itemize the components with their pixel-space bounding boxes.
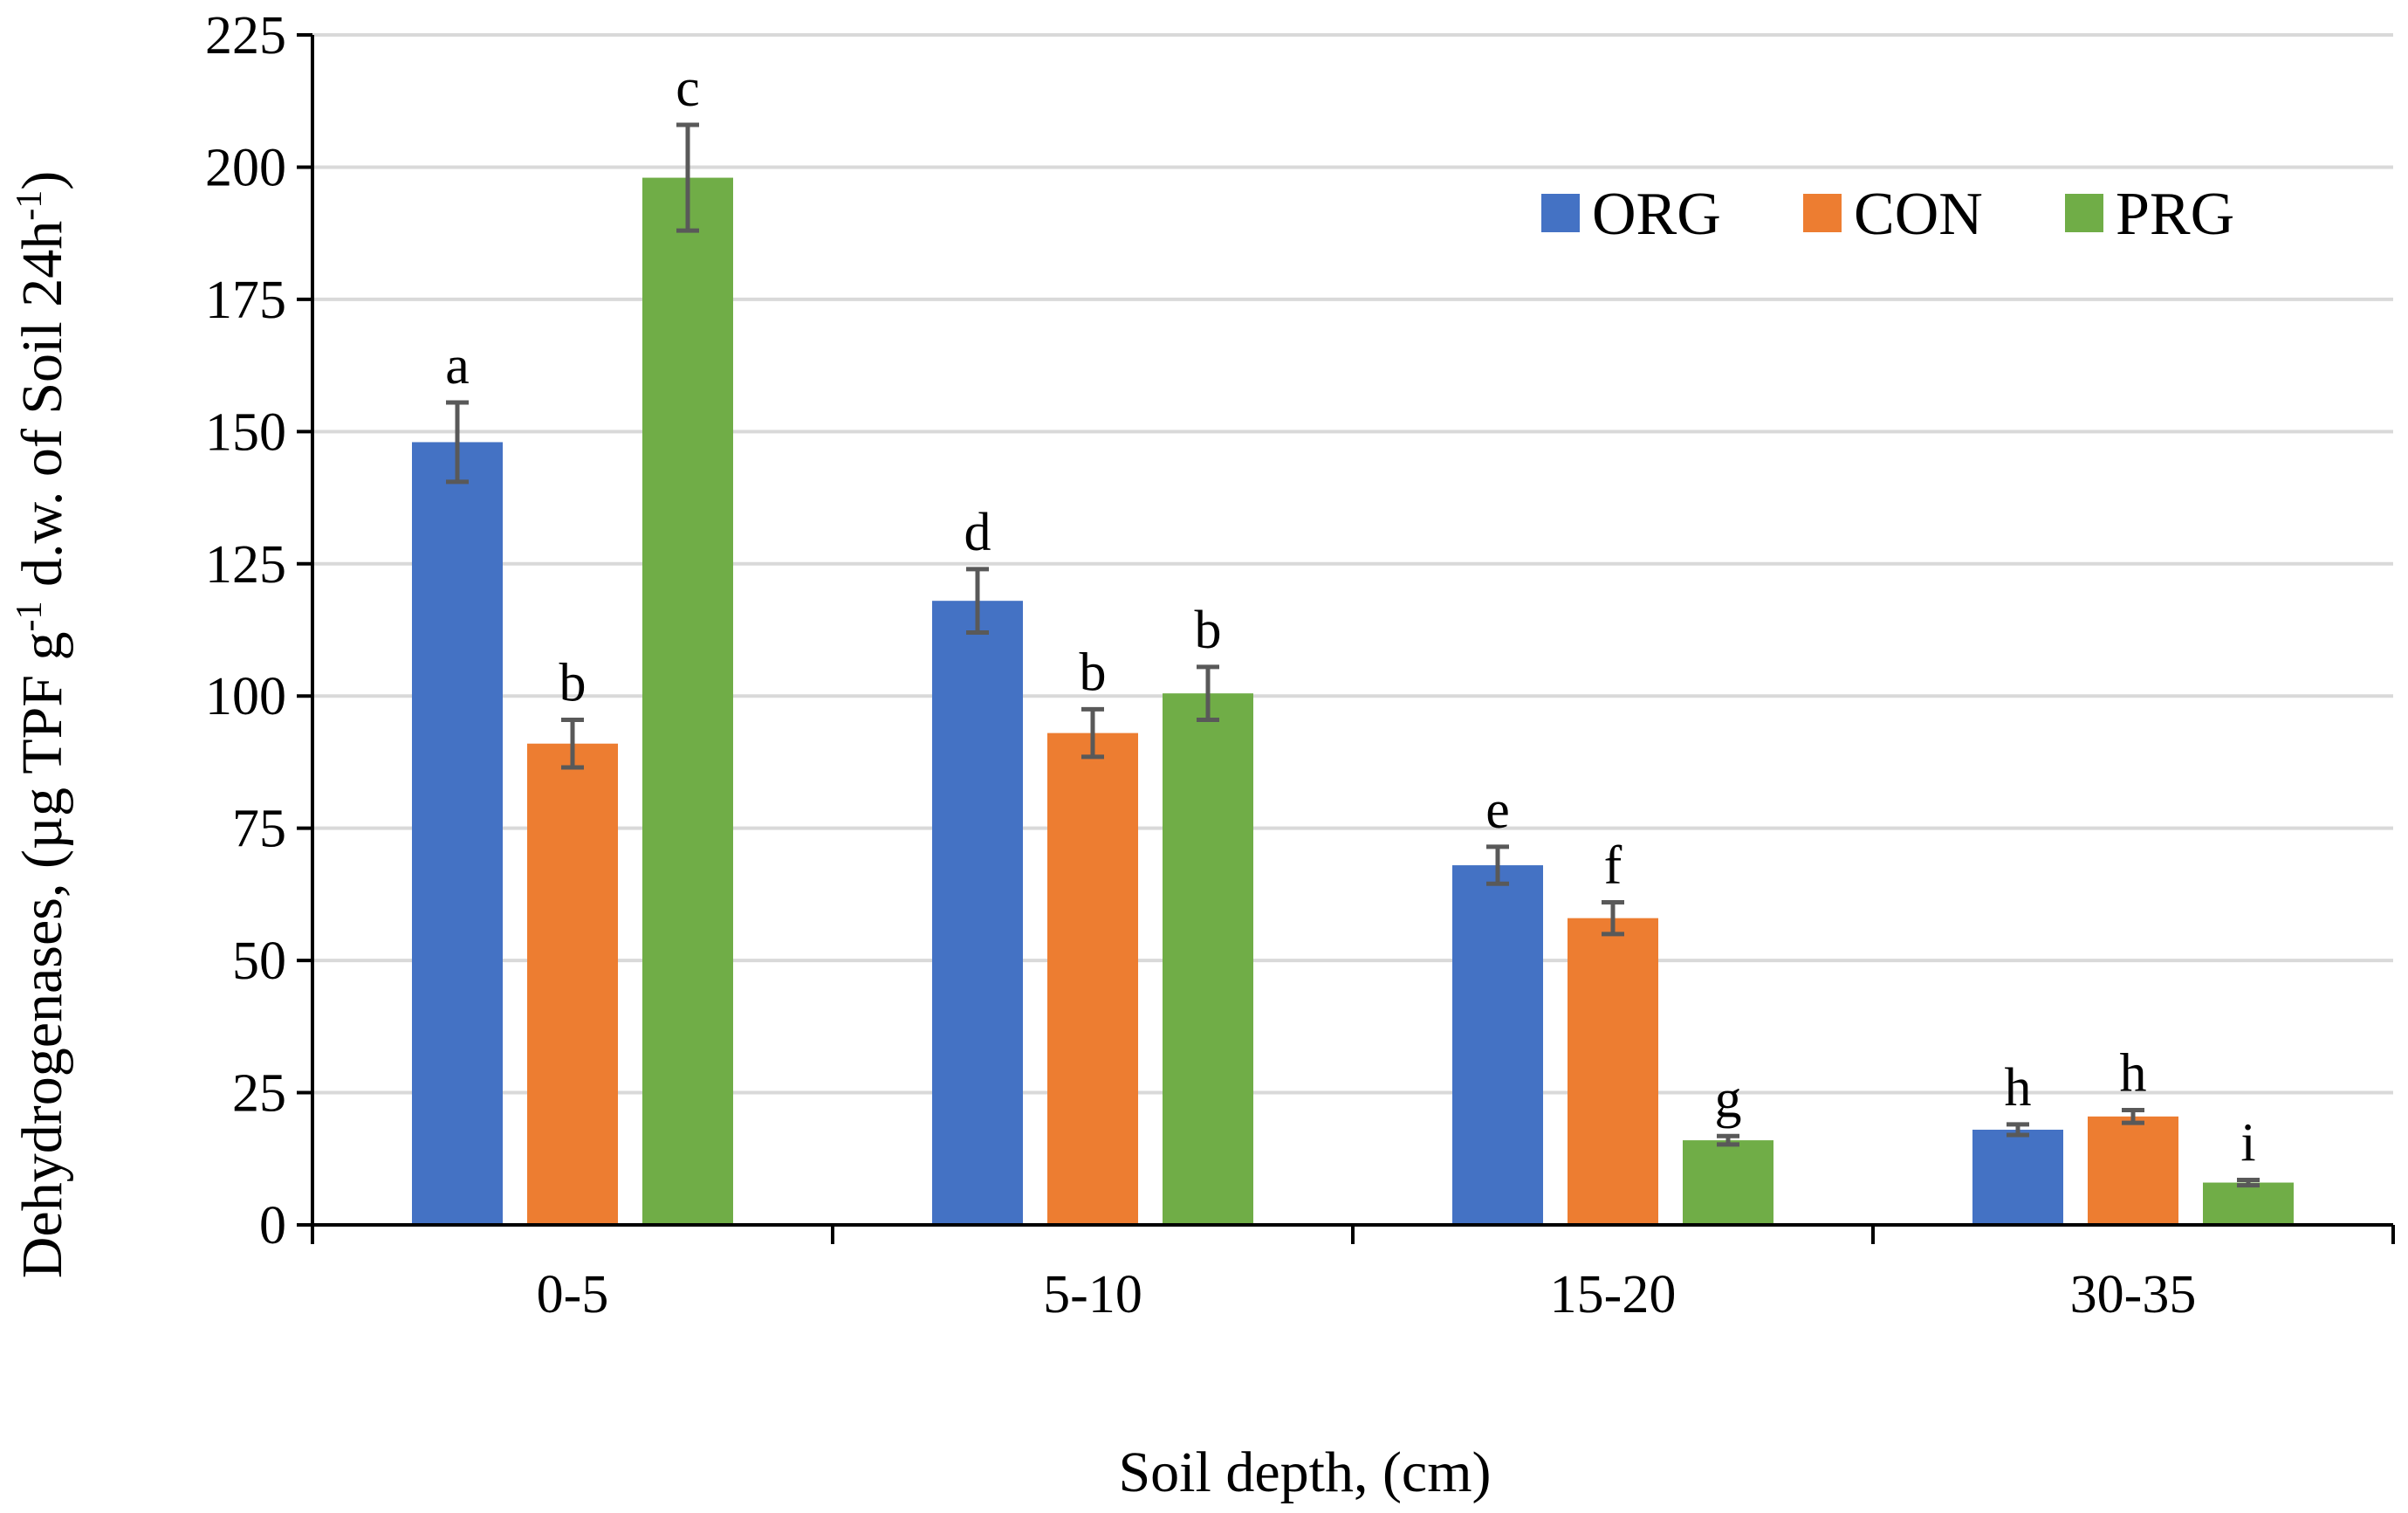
y-tick-label: 50 xyxy=(232,932,286,991)
bar-prg xyxy=(1163,693,1253,1225)
bars xyxy=(412,122,2294,1226)
y-tick-label: 100 xyxy=(205,667,286,726)
significance-letter: f xyxy=(1604,836,1622,895)
bar-con xyxy=(527,743,618,1225)
y-tick-label: 125 xyxy=(205,535,286,595)
y-axis-title: Dehydrogenases, (µg TPF g-1 d.w. of Soil… xyxy=(10,171,74,1278)
legend-label-con: CON xyxy=(1854,181,1983,248)
y-tick-label: 200 xyxy=(205,138,286,197)
significance-letter: h xyxy=(2005,1058,2032,1118)
significance-letter: g xyxy=(1715,1069,1742,1129)
legend-swatch-con xyxy=(1803,194,1842,232)
bar-con xyxy=(2088,1116,2178,1225)
x-category-label: 0-5 xyxy=(537,1265,609,1324)
gridlines xyxy=(312,33,2393,1095)
bar-prg xyxy=(642,177,733,1225)
significance-letter: i xyxy=(2240,1114,2255,1173)
axes xyxy=(297,33,2395,1244)
significance-letter: h xyxy=(2120,1044,2147,1104)
bar-prg xyxy=(1683,1140,1773,1225)
y-tick-label: 75 xyxy=(232,800,286,859)
bar-org xyxy=(932,601,1023,1225)
significance-letter: d xyxy=(964,503,991,562)
x-category-label: 5-10 xyxy=(1043,1265,1142,1324)
legend-label-prg: PRG xyxy=(2116,181,2234,248)
significance-letter: b xyxy=(559,653,587,712)
x-axis-title: Soil depth, (cm) xyxy=(1118,1441,1491,1504)
bar-org xyxy=(1452,865,1543,1225)
bar-org xyxy=(1972,1129,2063,1225)
bar-prg xyxy=(2203,1182,2294,1225)
y-tick-label: 150 xyxy=(205,402,286,462)
legend: ORG CON PRG xyxy=(1541,181,2234,248)
labels: 0 25 50 75 100 125 150 175 200 225 0-5 a b c 5-10 d b b 15… xyxy=(205,6,2256,1324)
legend-label-org: ORG xyxy=(1592,181,1721,248)
y-tick-label: 175 xyxy=(205,271,286,330)
significance-letter: a xyxy=(445,336,470,395)
legend-swatch-org xyxy=(1541,194,1580,232)
legend-swatch-prg xyxy=(2065,194,2103,232)
bar-con xyxy=(1047,732,1138,1225)
significance-letter: b xyxy=(1195,601,1222,660)
significance-letter: b xyxy=(1080,643,1107,702)
y-tick-label: 0 xyxy=(259,1196,286,1255)
y-tick-label: 225 xyxy=(205,6,286,65)
significance-letter: e xyxy=(1485,781,1510,840)
x-category-label: 15-20 xyxy=(1550,1265,1677,1324)
significance-letter: c xyxy=(676,58,700,118)
bar-con xyxy=(1568,918,1658,1225)
x-category-label: 30-35 xyxy=(2070,1265,2197,1324)
y-tick-label: 25 xyxy=(232,1064,286,1124)
bar-org xyxy=(412,442,503,1226)
